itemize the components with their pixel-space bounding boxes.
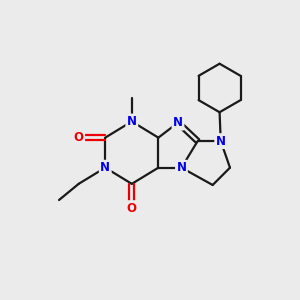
Text: N: N (173, 116, 183, 129)
Text: N: N (127, 115, 137, 128)
Text: N: N (176, 161, 187, 174)
Text: N: N (100, 161, 110, 174)
Text: O: O (74, 131, 84, 144)
Text: O: O (127, 202, 137, 214)
Text: N: N (216, 135, 226, 148)
